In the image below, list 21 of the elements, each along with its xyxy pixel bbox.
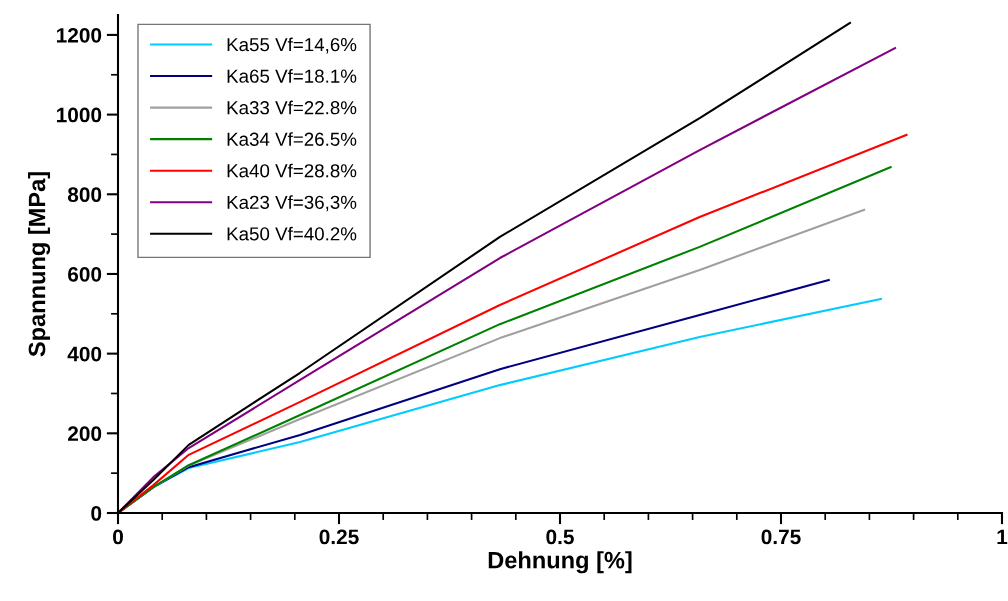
y-tick-label: 200	[67, 426, 102, 442]
legend-label: Ka33 Vf=22.8%	[227, 100, 357, 115]
x-tick-label: 1	[997, 529, 1008, 545]
x-tick-label: 0	[113, 529, 123, 545]
y-axis-title: Spannung [MPa]	[28, 172, 51, 357]
y-tick-label: 400	[67, 346, 102, 362]
y-tick-label: 1200	[57, 27, 102, 43]
legend-label: Ka40 Vf=28.8%	[227, 163, 357, 178]
x-tick-label: 0.5	[546, 529, 574, 545]
y-tick-label: 0	[91, 506, 102, 521]
y-tick-label: 1000	[57, 107, 102, 123]
x-tick-label: 0.75	[761, 529, 801, 545]
legend-label: Ka65 Vf=18.1%	[227, 69, 357, 83]
x-tick-label: 0.25	[319, 529, 359, 545]
x-axis-title: Dehnung [%]	[488, 551, 632, 574]
legend-label: Ka50 Vf=40.2%	[227, 226, 357, 241]
y-tick-label: 800	[67, 187, 102, 203]
legend-label: Ka55 Vf=14,6%	[227, 37, 357, 54]
legend-label: Ka23 Vf=36,3%	[227, 195, 357, 212]
y-tick-label: 600	[68, 266, 102, 282]
legend-label: Ka34 Vf=26.5%	[227, 132, 357, 146]
